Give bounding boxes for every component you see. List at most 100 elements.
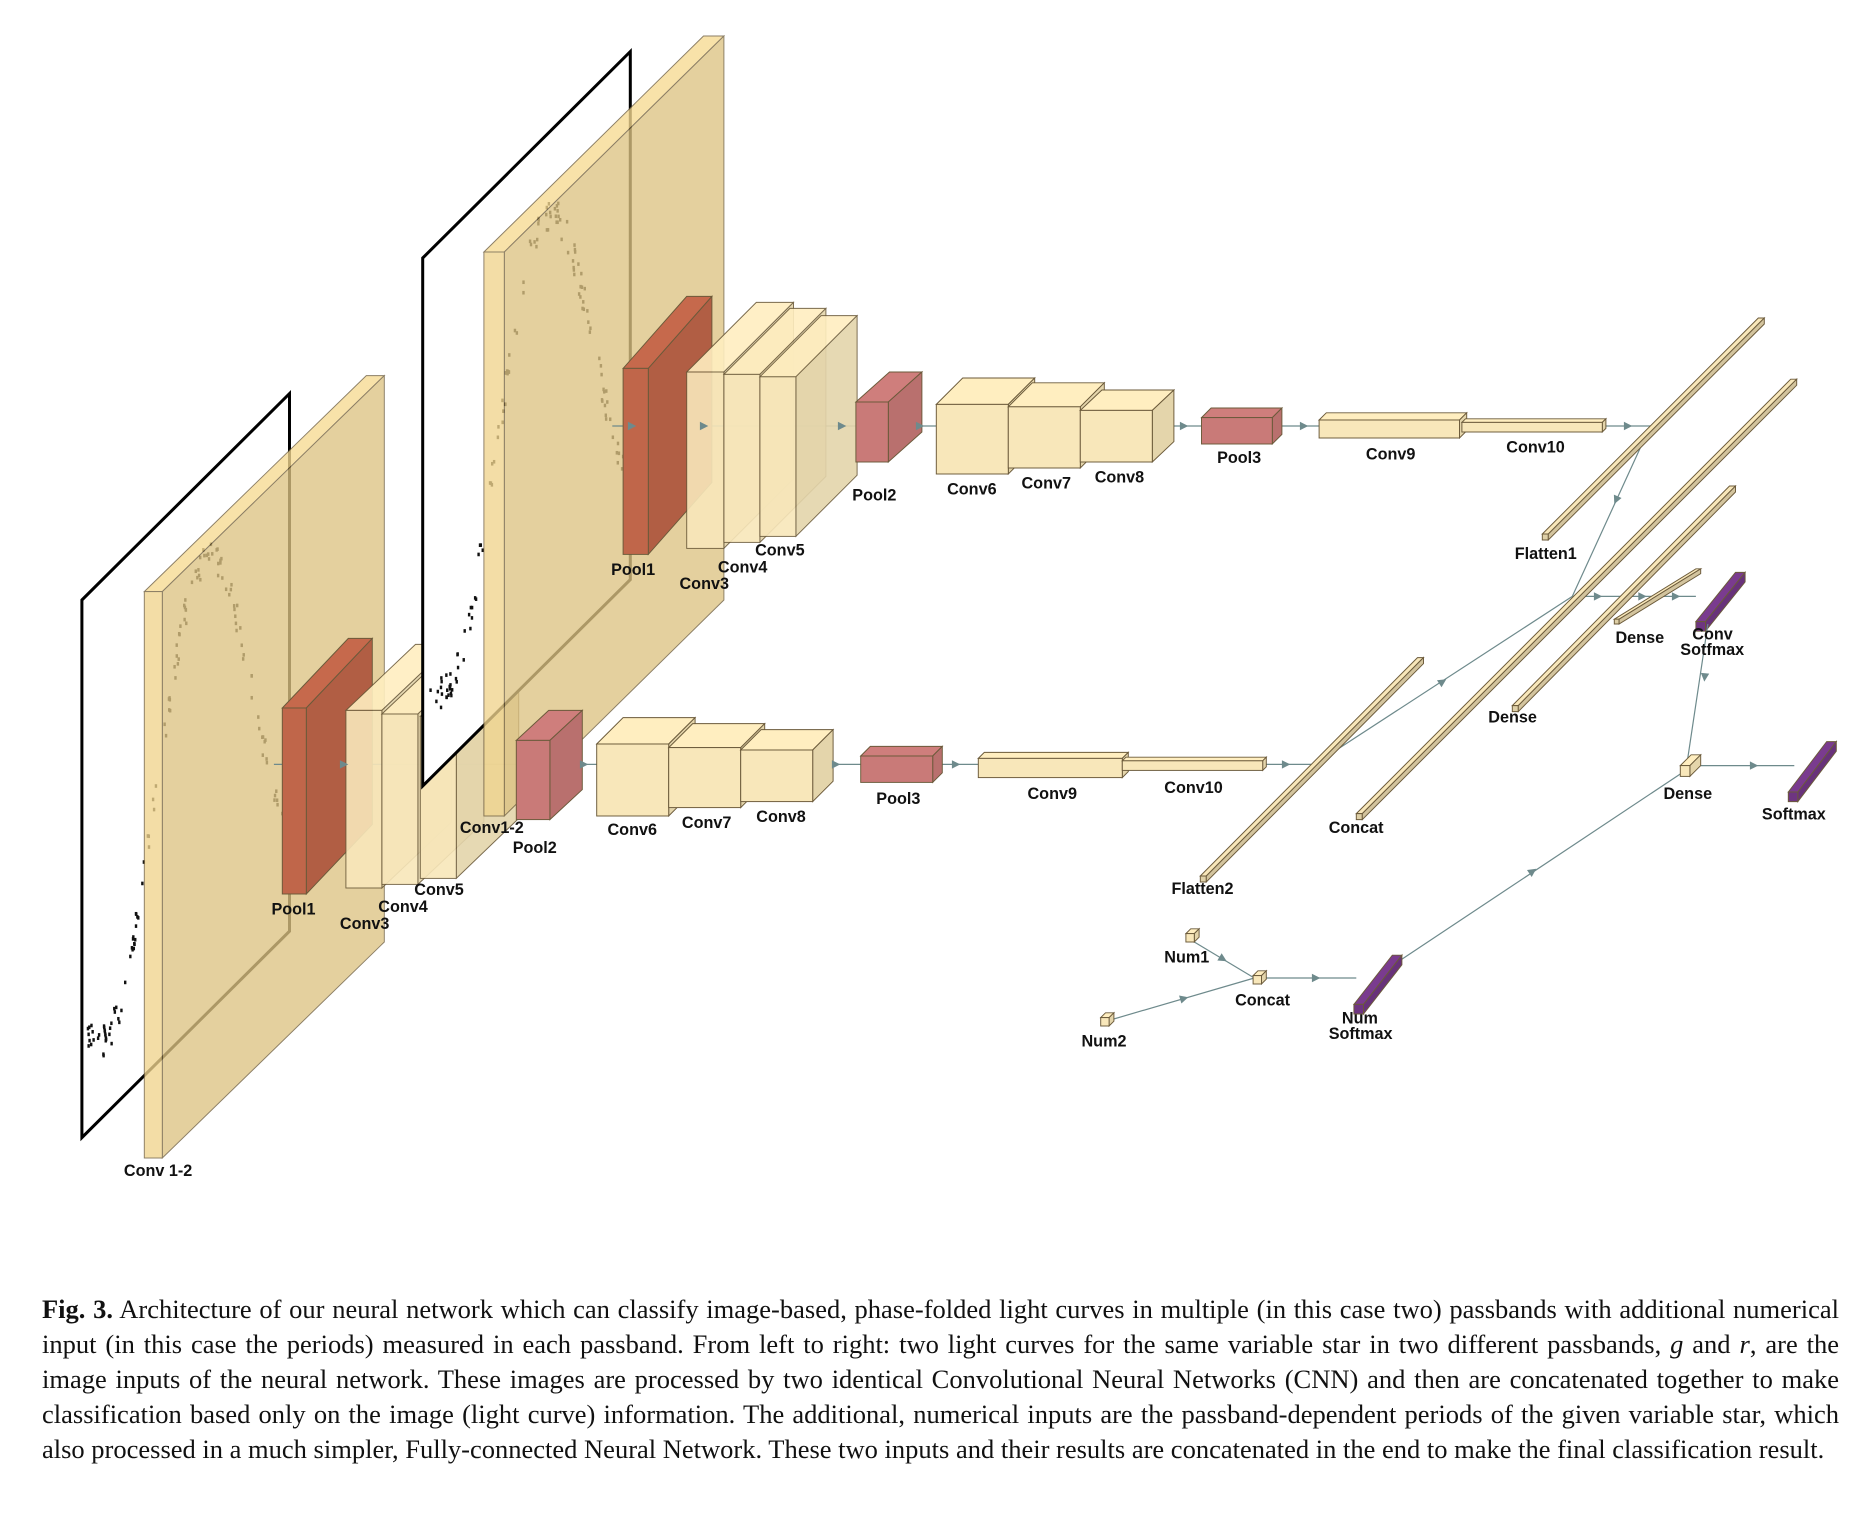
- bar-face: [1352, 954, 1403, 1005]
- box-front-face: [860, 755, 934, 783]
- label-conv3-top: Conv3: [680, 575, 729, 593]
- box-top-face: [1121, 756, 1268, 762]
- label-pool1-top: Pool1: [611, 561, 655, 579]
- label-conv6-bottom: Conv6: [608, 821, 657, 839]
- arrow-head: [699, 421, 709, 431]
- conv5-top: [758, 314, 859, 538]
- light-curve-point: [103, 1029, 107, 1034]
- light-curve-point: [477, 552, 480, 557]
- num-softmax-bar: [1352, 953, 1403, 1016]
- label-conv7-bottom: Conv7: [682, 814, 731, 832]
- label-conv9-top: Conv9: [1366, 446, 1415, 464]
- light-curve-point: [92, 1038, 95, 1042]
- box-front-face: [622, 367, 649, 555]
- label-conv12-bottom: Conv 1-2: [124, 1162, 192, 1180]
- light-curve-point: [117, 1016, 120, 1021]
- bar-side: [1363, 953, 1403, 1016]
- box-front-face: [668, 747, 742, 809]
- dense-short-bar: [1612, 567, 1703, 625]
- light-curve-point: [456, 665, 460, 670]
- label-conv10-bottom: Conv10: [1164, 779, 1222, 797]
- light-curve-point: [90, 1023, 93, 1028]
- light-curve-point: [447, 693, 450, 697]
- label-pool1-bottom: Pool1: [272, 900, 316, 918]
- label-conv4-bottom: Conv4: [378, 898, 427, 916]
- arrow-head: [1526, 868, 1537, 877]
- bar-side: [1205, 656, 1424, 884]
- light-curve-point: [455, 680, 458, 684]
- label-num2: Num2: [1082, 1032, 1127, 1050]
- bar-side: [1517, 484, 1736, 713]
- light-curve-point: [445, 695, 448, 699]
- light-curve-point: [135, 912, 138, 916]
- light-curve-point: [96, 1036, 100, 1040]
- light-curve-point: [445, 673, 448, 677]
- light-curve-point: [448, 687, 452, 691]
- box-front-face: [381, 713, 419, 885]
- box-front-face: [1121, 760, 1264, 771]
- light-curve-point: [481, 548, 484, 553]
- label-conv12-top: Conv1-2: [460, 819, 524, 837]
- flow-flatten1-to-concat: [1571, 425, 1651, 597]
- pool3-top: [1200, 406, 1284, 446]
- label-conv4-top: Conv4: [718, 558, 767, 576]
- light-curve-point: [108, 1032, 111, 1037]
- figure-caption: Fig. 3. Architecture of our neural netwo…: [42, 1292, 1839, 1467]
- caption-passband-r: r: [1739, 1329, 1750, 1359]
- box-front-face: [1201, 417, 1273, 445]
- light-curve-point: [467, 612, 471, 617]
- light-curve-point: [120, 1008, 123, 1013]
- pool3-bottom: [859, 745, 944, 784]
- pool1-top: [622, 295, 713, 556]
- box-front-face: [1318, 419, 1460, 439]
- arrow-head: [951, 760, 961, 769]
- light-curve-point: [469, 626, 472, 631]
- box-front-face: [740, 749, 814, 803]
- box-front-face: [723, 373, 761, 543]
- arrow-head: [1749, 761, 1759, 770]
- light-curve-point: [87, 1032, 90, 1037]
- arrow-head: [915, 421, 925, 431]
- conv9-bottom: [977, 751, 1130, 779]
- arrow-head: [579, 760, 589, 769]
- num1-cube: [1184, 927, 1201, 944]
- light-curve-point: [115, 1005, 118, 1010]
- box-top-face: [1460, 418, 1608, 423]
- light-curve-point: [132, 946, 136, 951]
- box-front-face: [483, 251, 505, 817]
- label-flatten1: Flatten1: [1515, 545, 1577, 563]
- concat-num-cube: [1251, 969, 1268, 986]
- bar-face: [1694, 571, 1747, 623]
- light-curve-point: [439, 705, 443, 710]
- arrow-head: [339, 760, 349, 769]
- light-curve-point: [89, 1042, 93, 1047]
- box-top-face: [859, 745, 944, 757]
- box-front-face: [1252, 975, 1262, 985]
- dense-final-box: [1679, 753, 1702, 778]
- box-front-face: [759, 376, 797, 537]
- label-conv6-top: Conv6: [947, 480, 996, 498]
- flow-numsoftmax-to-dense: [1400, 773, 1681, 961]
- light-curve-point: [113, 1006, 116, 1011]
- bar-end: [1541, 533, 1549, 541]
- arrow-head: [1436, 679, 1447, 688]
- label-pool2-top: Pool2: [852, 486, 896, 504]
- flatten1-bar: [1541, 316, 1766, 542]
- box-front-face: [345, 709, 383, 889]
- label-dense-long: Dense: [1488, 708, 1537, 726]
- box-top-face: [1200, 407, 1284, 419]
- box-front-face: [935, 403, 1009, 475]
- label-pool3-top: Pool3: [1217, 449, 1261, 467]
- light-curve-point: [440, 679, 443, 684]
- light-curve-point: [436, 689, 440, 694]
- light-curve-point: [91, 1029, 94, 1034]
- label-dense-short: Dense: [1616, 629, 1665, 647]
- light-curve-point: [97, 1033, 101, 1037]
- caption-label: Fig. 3.: [42, 1294, 114, 1324]
- light-curve-point: [463, 629, 466, 633]
- light-curve-point: [124, 980, 127, 985]
- light-curve-point: [470, 605, 474, 610]
- caption-text: , are the image inputs of the neural net…: [42, 1329, 1839, 1464]
- light-curve-point: [450, 688, 454, 692]
- label-conv7-top: Conv7: [1022, 474, 1071, 492]
